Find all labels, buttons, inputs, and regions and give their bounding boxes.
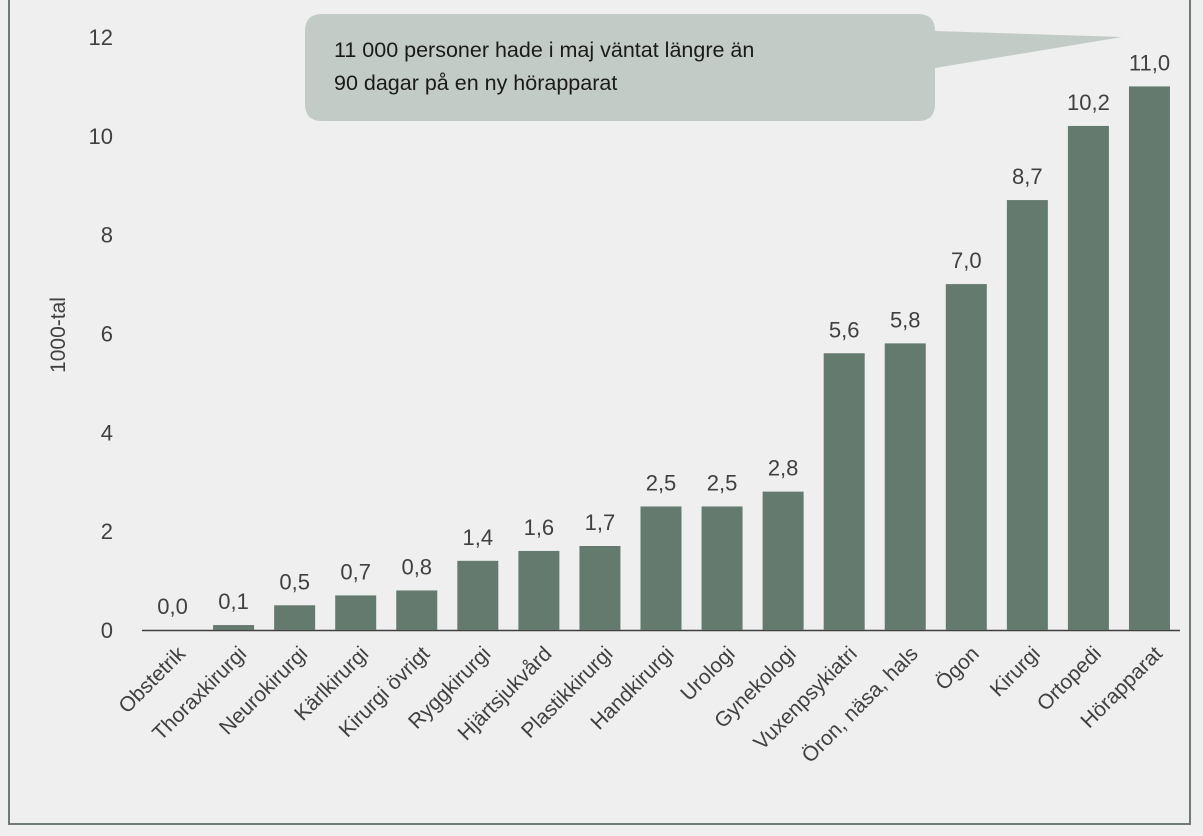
bar	[579, 545, 621, 630]
data-label: 8,7	[1012, 164, 1043, 189]
category-label: Ögon	[931, 642, 984, 695]
callout: 11 000 personer hade i maj väntat längre…	[305, 14, 1122, 121]
y-tick-label: 12	[89, 25, 113, 50]
y-tick-label: 0	[101, 618, 113, 643]
bar	[396, 590, 438, 630]
data-label: 10,2	[1067, 90, 1110, 115]
data-label: 0,5	[279, 569, 310, 594]
data-label: 1,6	[524, 515, 555, 540]
y-axis: 0 2 4 6 8 10 12	[89, 25, 113, 643]
bar	[1006, 200, 1048, 630]
bar	[457, 560, 499, 630]
callout-line-1: 11 000 personer hade i maj väntat längre…	[334, 38, 754, 62]
data-label: 2,5	[646, 470, 677, 495]
y-axis-label: 1000-tal	[47, 297, 70, 373]
bar	[518, 550, 560, 630]
bar	[762, 491, 804, 630]
data-label: 2,5	[707, 470, 738, 495]
category-label: Öron, näsa, hals	[798, 642, 923, 767]
y-tick-label: 8	[101, 223, 113, 248]
bar	[701, 506, 743, 630]
bar	[1128, 86, 1170, 630]
bar	[823, 353, 865, 630]
category-label: Kirurgi	[986, 642, 1045, 701]
chart-frame	[8, 0, 1191, 825]
y-tick-label: 6	[101, 322, 113, 347]
data-label: 1,7	[585, 510, 616, 535]
data-label: 5,8	[890, 307, 921, 332]
bar	[335, 595, 377, 630]
data-label: 0,0	[157, 594, 188, 619]
data-label: 0,1	[218, 589, 249, 614]
bar	[1067, 125, 1109, 630]
data-label: 11,0	[1129, 50, 1170, 75]
data-label: 0,7	[340, 559, 371, 584]
data-label: 5,6	[829, 317, 860, 342]
data-label: 0,8	[401, 554, 432, 579]
bars	[213, 86, 1170, 630]
data-labels: 0,0 0,1 0,5 0,7 0,8 1,4 1,6 1,7 2,5 2,5 2,8 5,6 5,8 7…	[157, 50, 1170, 619]
callout-line-2: 90 dagar på en ny hörapparat	[334, 71, 617, 95]
bar	[884, 343, 926, 630]
callout-bubble	[305, 14, 1122, 121]
y-tick-label: 10	[89, 124, 113, 149]
data-label: 2,8	[768, 456, 799, 481]
bar	[945, 284, 987, 630]
category-labels: ObstetrikThoraxkirurgiNeurokirurgiKärlki…	[114, 642, 1167, 768]
data-label: 1,4	[463, 525, 494, 550]
data-label: 7,0	[951, 248, 982, 273]
bar	[274, 605, 316, 630]
bar	[640, 506, 682, 630]
y-tick-label: 2	[101, 519, 113, 544]
bar	[213, 625, 255, 630]
y-tick-label: 4	[101, 420, 113, 445]
